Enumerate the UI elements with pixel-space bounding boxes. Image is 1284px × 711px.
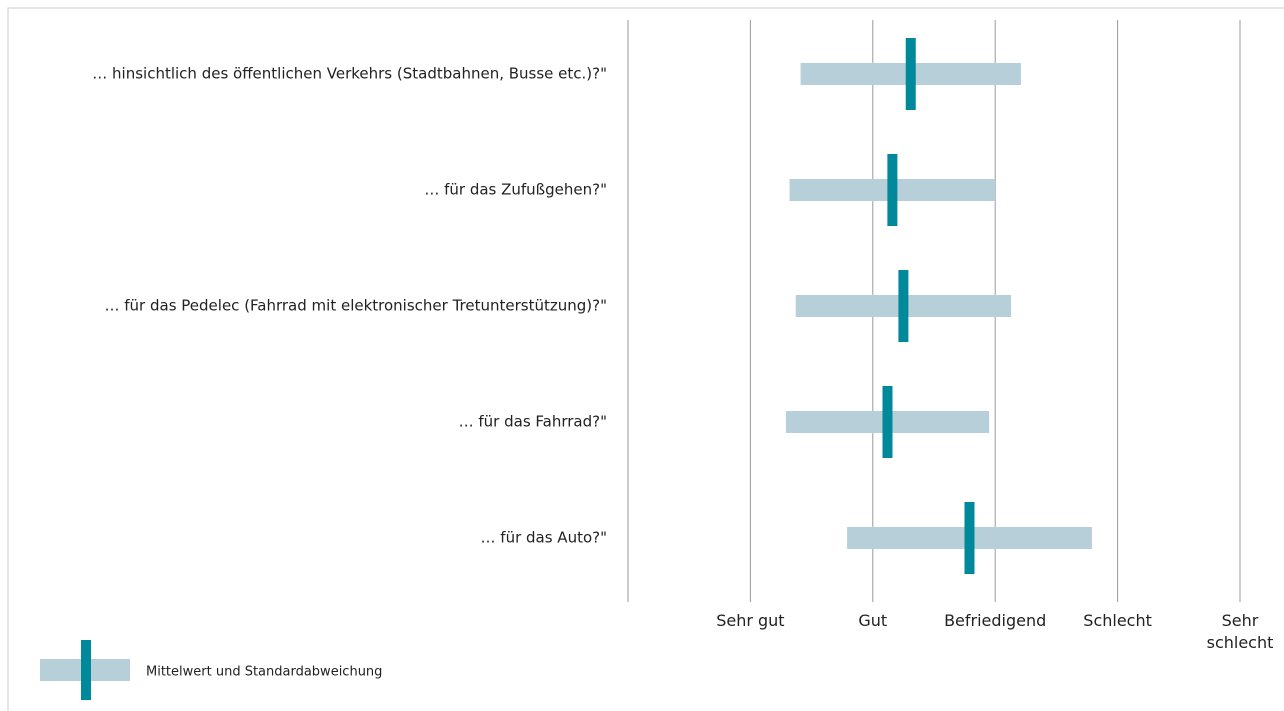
category-label: … hinsichtlich des öffentlichen Verkehrs…: [92, 65, 607, 83]
mean-marker: [887, 154, 898, 226]
category-label: … für das Pedelec (Fahrrad mit elektroni…: [105, 297, 608, 315]
category-label: … für das Auto?": [481, 529, 607, 547]
category-label: … für das Zufußgehen?": [424, 181, 607, 199]
mean-marker: [905, 38, 916, 110]
legend-mean: [81, 640, 91, 700]
x-tick-label: Schlecht: [1083, 611, 1152, 630]
mean-marker: [964, 502, 975, 574]
mean-marker: [898, 270, 909, 342]
x-tick-label: Sehr schlecht: [1206, 611, 1274, 652]
x-tick-label: Sehr gut: [716, 611, 785, 630]
mean-marker: [882, 386, 893, 458]
frame: [7, 7, 1284, 711]
legend-label: Mittelwert und Standardabweichung: [146, 665, 382, 680]
x-tick-label: Befriedigend: [944, 611, 1047, 630]
category-label: … für das Fahrrad?": [459, 413, 607, 431]
x-tick-label: Gut: [858, 611, 888, 630]
